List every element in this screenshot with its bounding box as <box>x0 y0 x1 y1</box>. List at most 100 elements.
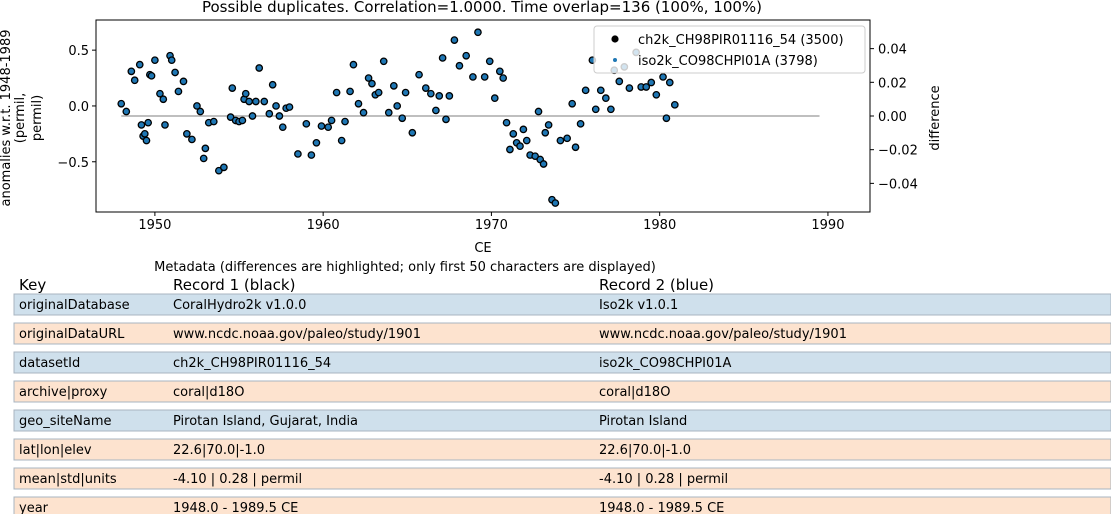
data-point-record2 <box>348 89 352 94</box>
table-header-record1: Record 1 (black) <box>173 276 295 294</box>
legend-label-record2: iso2k_CO98CHPI01A (3798) <box>638 54 818 69</box>
data-point-record2 <box>639 85 643 89</box>
data-point-record2 <box>504 120 509 125</box>
data-point-record2 <box>304 122 309 126</box>
data-point-record2 <box>334 90 339 95</box>
data-point-record2 <box>228 115 233 119</box>
y2-tick-label: 0.04 <box>878 43 907 58</box>
table-row: geo_siteName Pirotan Island, Gujarat, Ind… <box>13 409 1111 432</box>
data-point-record2 <box>243 91 248 96</box>
table-cell-record1: ch2k_CH98PIR01116_54 <box>173 356 331 371</box>
data-point-record2 <box>211 119 216 124</box>
data-point-record2 <box>573 145 578 150</box>
y-axis-label-line: permil) <box>30 95 45 141</box>
table-row-background <box>13 496 1111 514</box>
table-row: year 1948.0 - 1989.5 CE 1948.0 - 1989.5 CE <box>13 496 1111 514</box>
data-point-record2 <box>440 56 445 60</box>
data-point-record2 <box>163 123 167 127</box>
data-point-record2 <box>366 76 371 80</box>
data-point-record2 <box>518 144 522 148</box>
data-point-record2 <box>119 101 124 106</box>
y-tick-label: 0.0 <box>68 100 89 115</box>
data-point-record2 <box>654 92 659 97</box>
data-point-record2 <box>501 76 505 80</box>
data-point-record2 <box>598 88 603 93</box>
data-point-record2 <box>476 30 480 35</box>
table-cell-record1: CoralHydro2k v1.0.0 <box>173 298 306 313</box>
data-point-record2 <box>153 58 157 62</box>
y-tick-label: −0.5 <box>57 156 89 171</box>
data-point-record2 <box>142 132 147 136</box>
table-row-background <box>13 409 1111 432</box>
data-point-record2 <box>386 110 391 115</box>
data-point-record2 <box>185 132 189 136</box>
table-cell-record2: iso2k_CO98CHPI01A <box>599 356 732 371</box>
data-point-record2 <box>351 62 356 67</box>
data-point-record2 <box>242 97 246 102</box>
data-point-record2 <box>533 154 537 158</box>
table-row-background <box>13 322 1111 345</box>
table-cell-key: originalDatabase <box>19 298 130 313</box>
table-row-background <box>13 293 1111 316</box>
data-point-record2 <box>457 63 462 68</box>
data-point-record2 <box>139 123 144 127</box>
table-cell-record1: 22.6|70.0|-1.0 <box>173 443 265 458</box>
data-point-record2 <box>158 91 162 96</box>
table-cell-record1: -4.10 | 0.28 | permil <box>173 472 302 487</box>
data-point-record2 <box>222 165 226 170</box>
data-point-record2 <box>309 153 314 157</box>
table-cell-record1: coral|d18O <box>173 385 244 400</box>
data-point-record2 <box>319 124 324 128</box>
y2-tick-label: 0.00 <box>878 110 907 125</box>
data-point-record2 <box>381 59 386 64</box>
y-tick-label: 0.5 <box>68 44 89 59</box>
table-row: archive|proxy coral|d18O coral|d18O <box>13 380 1111 403</box>
data-point-record2 <box>181 79 186 84</box>
data-point-record2 <box>452 38 457 42</box>
data-point-record2 <box>169 58 174 62</box>
table-row-background <box>13 467 1111 490</box>
chart-title: Possible duplicates. Correlation=1.0000.… <box>202 0 762 16</box>
data-point-record2 <box>444 117 448 122</box>
data-point-record2 <box>217 168 221 173</box>
data-point-record2 <box>417 72 421 77</box>
table-row: originalDatabase CoralHydro2k v1.0.0 Iso2k… <box>13 293 1111 316</box>
data-point-record2 <box>528 153 532 157</box>
data-point-record2 <box>277 114 282 118</box>
data-point-record2 <box>410 130 415 135</box>
y2-tick-label: 0.02 <box>878 76 907 91</box>
data-point-record2 <box>541 162 546 166</box>
data-point-record2 <box>137 62 142 67</box>
data-point-record2 <box>464 53 468 58</box>
table-cell-record2: Iso2k v1.0.1 <box>599 298 678 313</box>
data-point-record2 <box>570 101 574 106</box>
data-point-record2 <box>250 114 255 118</box>
data-point-record2 <box>392 84 396 88</box>
data-point-record2 <box>198 109 203 114</box>
data-point-record2 <box>132 78 137 83</box>
data-point-record2 <box>590 58 595 62</box>
table-cell-key: lat|lon|elev <box>19 443 92 458</box>
data-point-record2 <box>434 108 438 113</box>
table-cell-key: geo_siteName <box>19 414 112 429</box>
data-point-record2 <box>437 94 442 98</box>
data-point-record2 <box>508 147 512 152</box>
data-point-record2 <box>521 127 526 132</box>
data-point-record2 <box>664 116 669 121</box>
table-cell-record1: 1948.0 - 1989.5 CE <box>173 501 298 514</box>
data-point-record2 <box>565 136 569 141</box>
table-cell-key: datasetId <box>19 356 80 371</box>
data-point-record2 <box>339 138 344 143</box>
table-cell-record2: 1948.0 - 1989.5 CE <box>599 501 724 514</box>
data-point-record2 <box>247 99 251 104</box>
data-point-record2 <box>146 120 150 125</box>
data-point-record2 <box>161 97 166 102</box>
legend: ch2k_CH98PIR01116_54 (3500) iso2k_CO98CHP… <box>593 25 866 74</box>
table-cell-key: originalDataURL <box>19 327 125 342</box>
metadata-table: originalDatabase CoralHydro2k v1.0.0 Iso2k… <box>13 293 1111 514</box>
table-row: datasetId ch2k_CH98PIR01116_54 iso2k_CO98C… <box>13 351 1111 374</box>
data-point-record2 <box>400 116 405 121</box>
table-cell-record1: Pirotan Island, Gujarat, India <box>173 414 358 429</box>
data-point-record2 <box>201 156 206 161</box>
data-point-record2 <box>240 118 245 123</box>
